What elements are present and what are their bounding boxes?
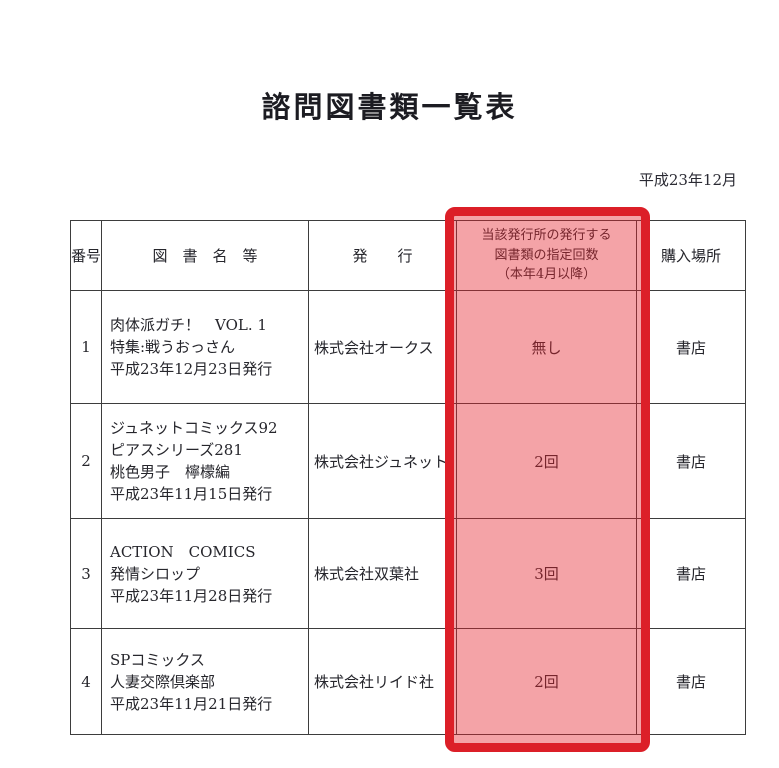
cell-designation-count: 3回	[456, 518, 637, 629]
cell-publisher: 株式会社オークス	[308, 290, 457, 404]
cell-purchase-place: 書店	[636, 628, 746, 735]
book-name-line: 人妻交際倶楽部	[110, 672, 216, 691]
page-title: 諮問図書類一覧表	[261, 92, 518, 124]
book-name-line: ピアスシリーズ281	[110, 441, 243, 459]
cell-number: 2	[70, 403, 102, 519]
cell-book-name: ジュネットコミックス92 ピアスシリーズ281 桃色男子 檸檬編 平成23年11…	[101, 403, 309, 519]
book-name-line: 肉体派ガチ！ VOL. 1	[110, 316, 267, 334]
books-table: 番号 図 書 名 等 発 行 当該発行所の発行する 図書類の指定回数 （本年4月…	[70, 220, 746, 735]
book-name-line: ジュネットコミックス92	[110, 419, 278, 437]
book-name-line: 特集:戦うおっさん	[110, 338, 236, 356]
header-book-name: 図 書 名 等	[101, 220, 309, 291]
cell-purchase-place: 書店	[636, 403, 746, 519]
cell-designation-count: 2回	[456, 628, 637, 735]
table-row: 4 SPコミックス 人妻交際倶楽部 平成23年11月21日発行 株式会社リイド社…	[70, 628, 746, 735]
cell-book-name: SPコミックス 人妻交際倶楽部 平成23年11月21日発行	[101, 628, 309, 735]
cell-number: 4	[70, 628, 102, 735]
table-row: 2 ジュネットコミックス92 ピアスシリーズ281 桃色男子 檸檬編 平成23年…	[70, 403, 746, 519]
cell-publisher: 株式会社ジュネット	[308, 403, 457, 519]
book-name-line: 平成23年11月21日発行	[110, 694, 273, 713]
header-designation-count-line: 当該発行所の発行する	[481, 228, 612, 244]
book-name-line: 平成23年12月23日発行	[110, 360, 273, 378]
cell-purchase-place: 書店	[636, 518, 746, 629]
header-designation-count-line: （本年4月以降）	[496, 267, 597, 283]
book-name-line: ACTION COMICS	[110, 542, 256, 561]
table-row: 3 ACTION COMICS 発情シロップ 平成23年11月28日発行 株式会…	[70, 518, 746, 629]
cell-publisher: 株式会社双葉社	[308, 518, 457, 629]
date-label: 平成23年12月	[638, 171, 737, 189]
header-publisher: 発 行	[308, 220, 457, 291]
book-name-line: 発情シロップ	[110, 564, 201, 583]
header-designation-count: 当該発行所の発行する 図書類の指定回数 （本年4月以降）	[456, 220, 637, 291]
cell-publisher: 株式会社リイド社	[308, 628, 457, 735]
cell-number: 1	[70, 290, 102, 404]
cell-designation-count: 2回	[456, 403, 637, 519]
table-row: 1 肉体派ガチ！ VOL. 1 特集:戦うおっさん 平成23年12月23日発行 …	[70, 290, 746, 404]
table-header-row: 番号 図 書 名 等 発 行 当該発行所の発行する 図書類の指定回数 （本年4月…	[70, 220, 746, 291]
cell-number: 3	[70, 518, 102, 629]
book-name-line: 平成23年11月28日発行	[110, 586, 273, 605]
cell-purchase-place: 書店	[636, 290, 746, 404]
header-number: 番号	[70, 220, 102, 291]
cell-designation-count: 無し	[456, 290, 637, 404]
cell-book-name: ACTION COMICS 発情シロップ 平成23年11月28日発行	[101, 518, 309, 629]
book-name-line: SPコミックス	[110, 650, 205, 669]
cell-book-name: 肉体派ガチ！ VOL. 1 特集:戦うおっさん 平成23年12月23日発行	[101, 290, 309, 404]
header-purchase-place: 購入場所	[636, 220, 746, 291]
book-name-line: 桃色男子 檸檬編	[110, 463, 231, 481]
header-designation-count-line: 図書類の指定回数	[494, 247, 599, 263]
book-name-line: 平成23年11月15日発行	[110, 485, 273, 503]
